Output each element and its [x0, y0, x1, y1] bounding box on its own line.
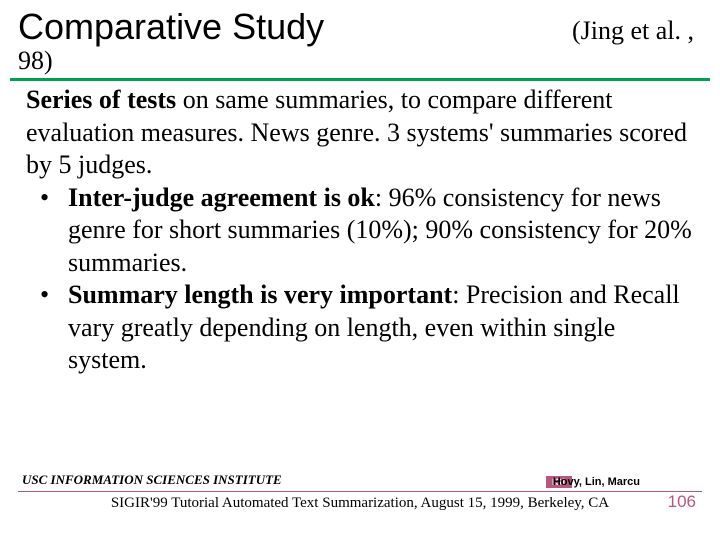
body-content: Series of tests on same summaries, to co…: [0, 74, 720, 377]
intro-paragraph: Series of tests on same summaries, to co…: [26, 84, 694, 182]
bullet-1-text: Inter-judge agreement is ok: 96% consist…: [68, 182, 694, 280]
bullet-2-bold: Summary length is very important: [68, 280, 452, 309]
citation-line2: 98): [0, 48, 720, 74]
footer-rule: [18, 491, 702, 492]
bullet-1: • Inter-judge agreement is ok: 96% consi…: [26, 182, 694, 280]
bullet-marker: •: [26, 182, 68, 280]
footer-authors: Hovy, Lin, Marcu: [553, 476, 640, 488]
bullet-1-bold: Inter-judge agreement is ok: [68, 183, 375, 212]
title-underline: [10, 78, 710, 81]
title-row: Comparative Study (Jing et al. ,: [0, 0, 720, 48]
slide: Comparative Study (Jing et al. , 98) Ser…: [0, 0, 720, 540]
intro-bold: Series of tests: [26, 85, 176, 114]
slide-title: Comparative Study: [18, 6, 324, 48]
bullet-marker: •: [26, 279, 68, 377]
bullet-2-text: Summary length is very important: Precis…: [68, 279, 694, 377]
footer-institute: USC INFORMATION SCIENCES INSTITUTE: [22, 472, 282, 488]
citation-line1: (Jing et al. ,: [572, 16, 702, 46]
footer-conference: SIGIR'99 Tutorial Automated Text Summari…: [0, 495, 720, 512]
bullet-2: • Summary length is very important: Prec…: [26, 279, 694, 377]
page-number: 106: [668, 492, 696, 512]
